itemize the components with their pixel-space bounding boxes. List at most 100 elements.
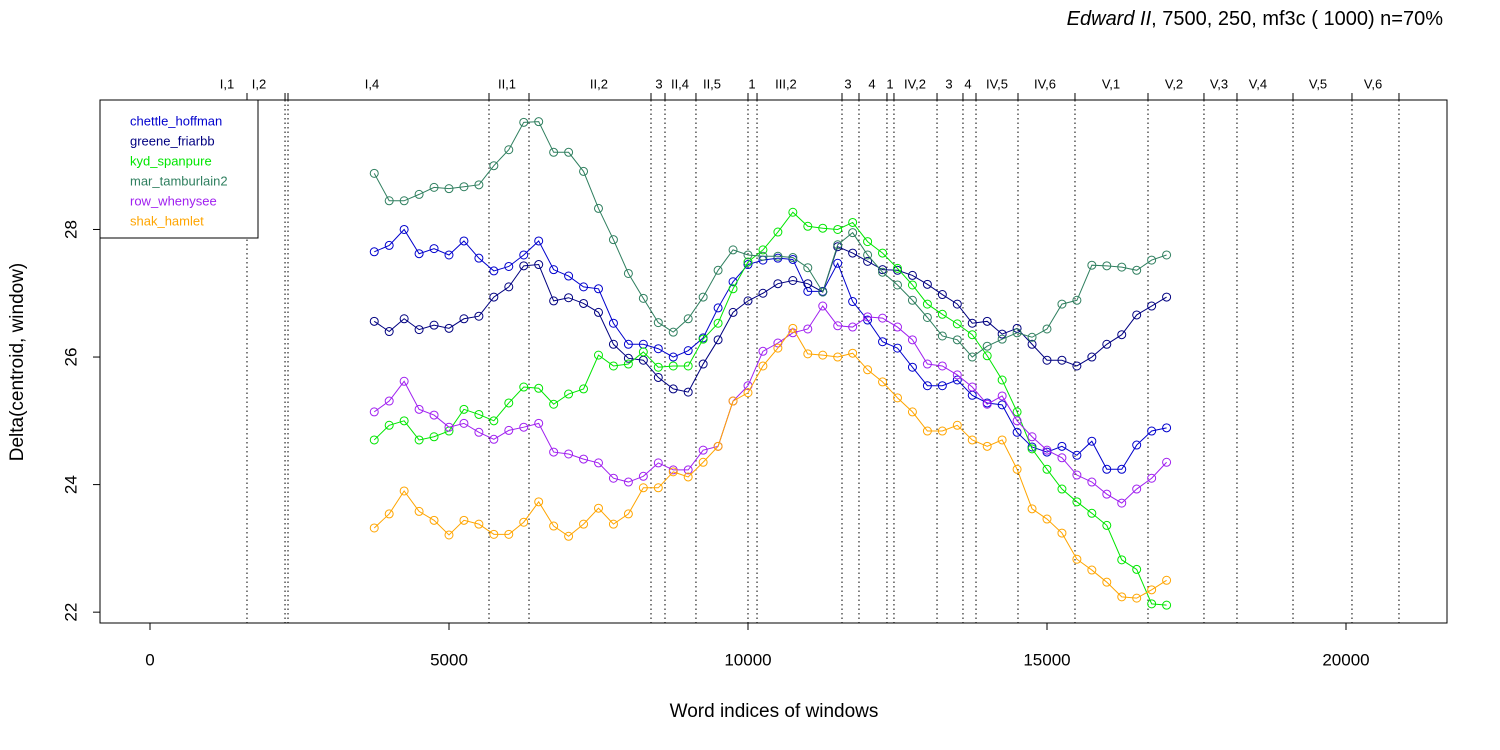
data-point xyxy=(1117,592,1127,602)
data-point xyxy=(1072,450,1082,460)
data-point xyxy=(399,486,409,496)
data-point xyxy=(713,265,723,275)
data-point xyxy=(937,290,947,300)
data-point xyxy=(683,346,693,356)
data-point xyxy=(1117,330,1127,340)
data-point xyxy=(967,352,977,362)
data-point xyxy=(534,260,544,270)
data-point xyxy=(788,207,798,217)
data-point xyxy=(1057,453,1067,463)
scene-label: 3 xyxy=(844,76,851,91)
data-point xyxy=(1012,427,1022,437)
scene-label: V,4 xyxy=(1249,76,1267,91)
data-point xyxy=(444,184,454,194)
data-point xyxy=(623,509,633,519)
data-point xyxy=(623,268,633,278)
data-point xyxy=(579,298,589,308)
data-point xyxy=(1057,528,1067,538)
data-point xyxy=(758,346,768,356)
data-point xyxy=(653,344,663,354)
scene-label: II,5 xyxy=(703,76,721,91)
data-point xyxy=(459,314,469,324)
data-point xyxy=(1057,484,1067,494)
data-point xyxy=(549,521,559,531)
data-point xyxy=(848,248,858,258)
data-point xyxy=(668,384,678,394)
data-point xyxy=(1072,361,1082,371)
data-point xyxy=(863,237,873,247)
data-point xyxy=(863,365,873,375)
y-tick-label: 22 xyxy=(61,603,80,622)
data-point xyxy=(818,301,828,311)
data-point xyxy=(1087,260,1097,270)
data-point xyxy=(579,384,589,394)
data-point xyxy=(1102,577,1112,587)
data-point xyxy=(1132,593,1142,603)
data-point xyxy=(1102,489,1112,499)
data-point xyxy=(1132,310,1142,320)
data-point xyxy=(653,362,663,372)
data-point xyxy=(922,279,932,289)
data-point xyxy=(1087,436,1097,446)
scene-label: I,2 xyxy=(252,76,266,91)
data-point xyxy=(668,327,678,337)
data-point xyxy=(758,288,768,298)
data-point xyxy=(773,227,783,237)
data-point xyxy=(952,319,962,329)
data-point xyxy=(549,399,559,409)
data-point xyxy=(593,307,603,317)
data-point xyxy=(369,168,379,178)
data-point xyxy=(863,312,873,322)
data-point xyxy=(907,270,917,280)
data-point xyxy=(429,515,439,525)
data-point xyxy=(863,256,873,266)
legend-box xyxy=(99,99,259,239)
data-point xyxy=(728,245,738,255)
data-point xyxy=(489,292,499,302)
data-point xyxy=(967,330,977,340)
data-point xyxy=(534,117,544,127)
data-point xyxy=(878,313,888,323)
series xyxy=(369,207,1172,610)
data-point xyxy=(489,434,499,444)
legend: chettle_hoffman greene_friarbb kyd_spanpur… xyxy=(99,99,259,239)
data-point xyxy=(593,503,603,513)
data-point xyxy=(773,279,783,289)
data-point xyxy=(922,312,932,322)
data-point xyxy=(653,318,663,328)
scene-label: 4 xyxy=(964,76,971,91)
scene-label: II,1 xyxy=(498,76,516,91)
data-point xyxy=(653,483,663,493)
x-axis-label: Word indices of windows xyxy=(670,701,879,722)
data-point xyxy=(623,477,633,487)
x-tick-label: 20000 xyxy=(1322,650,1369,669)
data-point xyxy=(474,519,484,529)
data-point xyxy=(907,407,917,417)
data-point xyxy=(1012,407,1022,417)
data-point xyxy=(384,509,394,519)
data-point xyxy=(459,182,469,192)
data-point xyxy=(1162,292,1172,302)
data-point xyxy=(743,296,753,306)
data-point xyxy=(414,404,424,414)
data-point xyxy=(848,297,858,307)
data-point xyxy=(593,350,603,360)
data-point xyxy=(623,353,633,363)
data-point xyxy=(459,236,469,246)
data-point xyxy=(1042,355,1052,365)
data-point xyxy=(698,334,708,344)
data-point xyxy=(937,426,947,436)
data-point xyxy=(952,299,962,309)
data-point xyxy=(504,398,514,408)
data-point xyxy=(907,280,917,290)
scene-label: I,1 xyxy=(220,76,234,91)
data-point xyxy=(653,372,663,382)
data-point xyxy=(429,244,439,254)
scene-label: 1 xyxy=(886,76,893,91)
data-point xyxy=(564,389,574,399)
series-line xyxy=(374,228,1167,470)
data-point xyxy=(653,458,663,468)
data-point xyxy=(608,339,618,349)
data-point xyxy=(459,515,469,525)
